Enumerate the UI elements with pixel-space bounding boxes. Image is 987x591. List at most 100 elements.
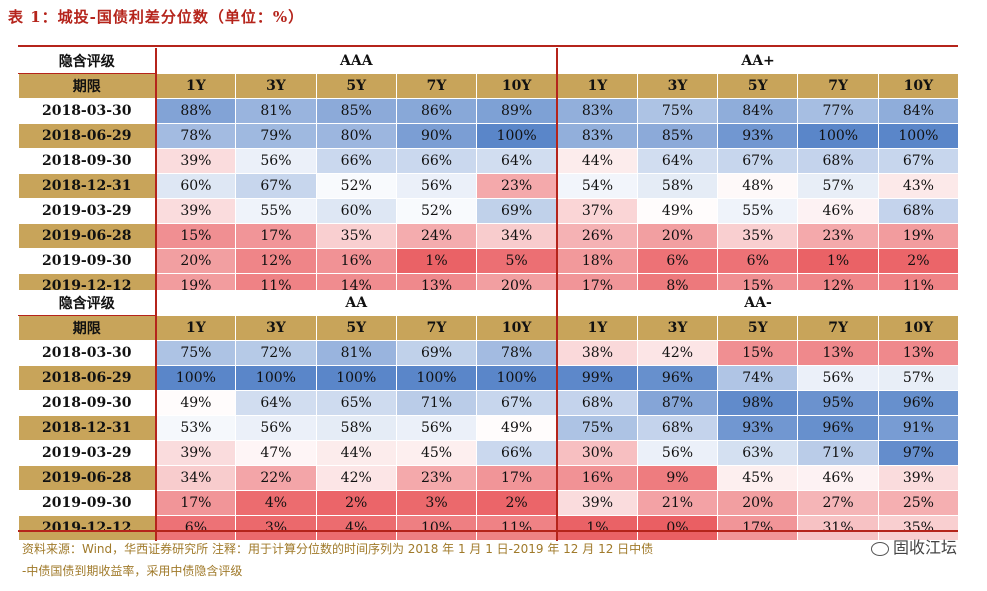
value-cell: 39% [556, 490, 638, 516]
date-cell: 2018-03-30 [18, 98, 156, 124]
value-cell: 9% [636, 465, 719, 491]
date-cell: 2018-12-31 [18, 173, 156, 199]
value-cell: 45% [395, 440, 478, 466]
tenor-header: 1Y [154, 315, 237, 341]
value-cell: 16% [556, 465, 638, 491]
value-cell: 42% [636, 340, 719, 366]
value-cell: 20% [154, 248, 237, 274]
value-cell: 4% [315, 515, 397, 541]
value-cell: 100% [797, 123, 879, 149]
value-cell: 75% [636, 98, 719, 124]
value-cell: 11% [476, 515, 558, 541]
value-cell: 23% [797, 223, 879, 249]
value-cell: 67% [235, 173, 317, 199]
date-cell: 2019-03-29 [18, 440, 156, 466]
value-cell: 69% [395, 340, 478, 366]
date-cell: 2019-06-28 [18, 465, 156, 491]
date-cell: 2019-12-12 [18, 515, 156, 541]
value-cell: 89% [476, 98, 558, 124]
value-cell: 42% [315, 465, 397, 491]
value-cell: 46% [797, 465, 879, 491]
value-cell: 27% [797, 490, 879, 516]
value-cell: 17% [154, 490, 237, 516]
rating-header-row: 隐含评级 AAA AA+ [18, 48, 960, 74]
value-cell: 91% [877, 415, 960, 441]
value-cell: 66% [315, 148, 397, 174]
tenor-header: 7Y [797, 315, 879, 341]
tenor-header: 7Y [797, 73, 879, 99]
value-cell: 24% [395, 223, 478, 249]
date-cell: 2019-09-30 [18, 248, 156, 274]
value-cell: 47% [235, 440, 317, 466]
value-cell: 56% [797, 365, 879, 391]
value-cell: 100% [154, 365, 237, 391]
value-cell: 80% [315, 123, 397, 149]
value-cell: 2% [877, 248, 960, 274]
rating-group-aa-minus: AA- [556, 290, 960, 316]
value-cell: 23% [476, 173, 558, 199]
value-cell: 22% [235, 465, 317, 491]
table-row: 2019-03-29 39% 55% 60% 52% 69% 37% 49% 55% 46% 68% [18, 198, 960, 224]
table-row: 2018-09-30 39% 56% 66% 66% 64% 44% 64% 67% 68% 67% [18, 148, 960, 174]
value-cell: 20% [636, 223, 719, 249]
tenor-header: 1Y [556, 73, 638, 99]
value-cell: 4% [235, 490, 317, 516]
tenor-header: 5Y [315, 315, 397, 341]
value-cell: 0% [636, 515, 719, 541]
tenor-header: 10Y [476, 315, 558, 341]
value-cell: 13% [877, 340, 960, 366]
value-cell: 20% [717, 490, 799, 516]
value-cell: 68% [797, 148, 879, 174]
value-cell: 71% [797, 440, 879, 466]
value-cell: 65% [315, 390, 397, 416]
table-row: 2019-09-30 17% 4% 2% 3% 2% 39% 21% 20% 27% 25% [18, 490, 960, 516]
value-cell: 67% [717, 148, 799, 174]
value-cell: 26% [556, 223, 638, 249]
value-cell: 75% [556, 415, 638, 441]
table-row: 2018-06-29 78% 79% 80% 90% 100% 83% 85% 93% 100% 1… [18, 123, 960, 149]
date-cell: 2019-03-29 [18, 198, 156, 224]
date-cell: 2018-09-30 [18, 390, 156, 416]
value-cell: 68% [556, 390, 638, 416]
table-row: 2019-03-29 39% 47% 44% 45% 66% 30% 56% 63% 71% 97% [18, 440, 960, 466]
value-cell: 34% [154, 465, 237, 491]
footer-source: 资料来源：Wind，华西证券研究所 注释：用于计算分位数的时间序列为 2018 … [22, 542, 654, 556]
tenor-header: 10Y [877, 73, 960, 99]
value-cell: 83% [556, 123, 638, 149]
value-cell: 64% [235, 390, 317, 416]
value-cell: 16% [315, 248, 397, 274]
value-cell: 100% [395, 365, 478, 391]
value-cell: 96% [797, 415, 879, 441]
value-cell: 96% [877, 390, 960, 416]
value-cell: 78% [476, 340, 558, 366]
value-cell: 68% [636, 415, 719, 441]
tenor-header: 7Y [395, 315, 478, 341]
value-cell: 6% [636, 248, 719, 274]
value-cell: 93% [717, 123, 799, 149]
table-row: 2018-03-30 88% 81% 85% 86% 89% 83% 75% 84% 77% 84% [18, 98, 960, 124]
footer-note: -中债国债到期收益率，采用中债隐含评级 [22, 564, 243, 578]
value-cell: 52% [315, 173, 397, 199]
value-cell: 71% [395, 390, 478, 416]
value-cell: 100% [235, 365, 317, 391]
value-cell: 83% [556, 98, 638, 124]
value-cell: 81% [235, 98, 317, 124]
value-cell: 49% [154, 390, 237, 416]
value-cell: 53% [154, 415, 237, 441]
value-cell: 39% [877, 465, 960, 491]
table-row: 2018-12-31 53% 56% 58% 56% 49% 75% 68% 93% 96% 91% [18, 415, 960, 441]
value-cell: 3% [395, 490, 478, 516]
value-cell: 38% [556, 340, 638, 366]
value-cell: 44% [315, 440, 397, 466]
value-cell: 30% [556, 440, 638, 466]
watermark: 固收江坛 [870, 534, 957, 558]
value-cell: 46% [797, 198, 879, 224]
value-cell: 75% [154, 340, 237, 366]
table-row: 2019-12-12 6% 3% 4% 10% 11% 1% 0% 17% 31% 35% [18, 515, 960, 541]
value-cell: 68% [877, 198, 960, 224]
tenor-header: 1Y [556, 315, 638, 341]
value-cell: 88% [154, 98, 237, 124]
value-cell: 35% [877, 515, 960, 541]
value-cell: 43% [877, 173, 960, 199]
value-cell: 39% [154, 198, 237, 224]
